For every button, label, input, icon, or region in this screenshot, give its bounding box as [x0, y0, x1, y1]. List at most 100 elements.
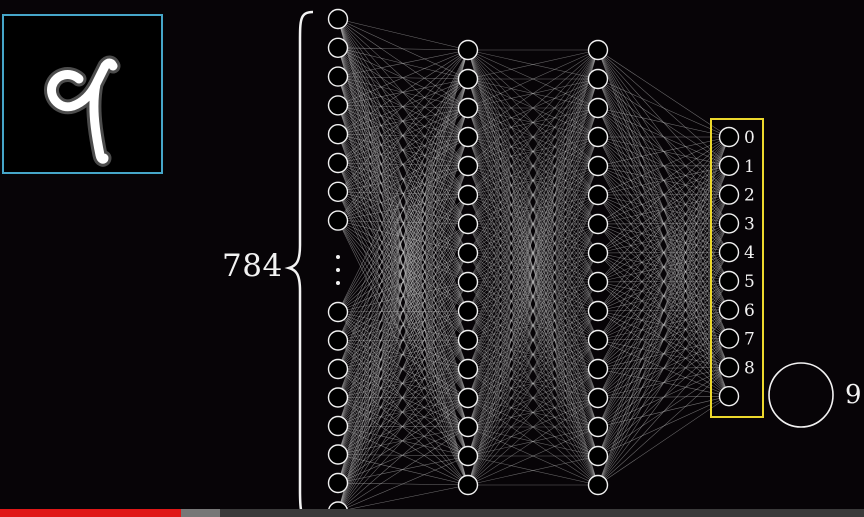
connection-line: [597, 194, 730, 486]
input-neuron: [327, 415, 349, 437]
connection-line: [337, 49, 469, 341]
connection-line: [337, 49, 469, 313]
output-neuron: [718, 155, 740, 177]
connection-line: [467, 49, 599, 399]
hidden-neuron-layer1: [457, 68, 479, 90]
connection-line: [597, 136, 730, 457]
connection-line: [467, 78, 599, 486]
connection-line: [337, 165, 469, 512]
input-neuron: [327, 95, 349, 116]
connection-line: [337, 49, 469, 164]
output-neuron: [718, 299, 740, 320]
hidden-neuron-layer1: [457, 300, 479, 322]
connection-line: [467, 49, 599, 312]
input-neuron: [327, 210, 349, 231]
connection-line: [337, 310, 469, 512]
hidden-neuron-layer1: [457, 271, 479, 293]
connection-line: [337, 49, 469, 398]
connection-line: [467, 49, 599, 341]
hidden-neuron-layer1: [457, 39, 479, 61]
hidden-neuron-layer2: [587, 387, 609, 409]
hidden-neuron-layer2: [587, 39, 609, 61]
connection-line: [597, 136, 730, 167]
connection-line: [467, 252, 599, 486]
connection-line: [467, 49, 599, 109]
output-neuron: [718, 270, 740, 292]
hidden-neuron-layer1: [457, 358, 479, 380]
connection-line: [337, 484, 469, 512]
connection-line: [337, 18, 469, 51]
input-neuron: [327, 330, 349, 351]
connection-line: [337, 339, 469, 512]
output-labels: 0 1 2 3 4 5 6 7 8: [744, 128, 755, 378]
connection-line: [597, 136, 730, 312]
input-neuron: [327, 66, 349, 87]
output-neuron: [718, 241, 740, 263]
hidden-neuron-layer2: [587, 126, 609, 148]
connection-line: [467, 49, 599, 370]
hidden-neuron-layer2: [587, 271, 609, 293]
input-neuron: [327, 444, 349, 465]
input-neuron: [327, 358, 349, 380]
input-neuron: [327, 387, 349, 408]
output-label-2: 2: [744, 186, 755, 206]
connection-line: [597, 136, 730, 225]
hidden-neuron-layer2: [587, 445, 609, 467]
connection-line: [597, 136, 730, 341]
output-label-7: 7: [744, 330, 755, 350]
output-neuron: [718, 328, 740, 349]
connection-line: [597, 136, 730, 283]
connection-line: [337, 49, 469, 484]
connection-line: [467, 49, 599, 80]
connection-line: [597, 49, 730, 138]
connection-line: [467, 397, 599, 486]
input-neuron: [327, 8, 349, 30]
input-neuron: [327, 181, 349, 203]
output-label-8: 8: [744, 358, 755, 378]
hidden-neuron-layer1: [457, 242, 479, 264]
connection-line: [467, 49, 599, 167]
connection-line: [467, 49, 599, 457]
connection-line: [337, 252, 469, 512]
connection-line: [597, 136, 730, 370]
input-layer-ellipsis: [336, 255, 340, 285]
connection-line: [467, 136, 599, 486]
input-neuron: [327, 472, 349, 494]
connection-lines: [337, 18, 730, 512]
connection-line: [467, 223, 599, 486]
connection-line: [467, 49, 599, 138]
connection-line: [467, 49, 599, 428]
connection-line: [337, 78, 469, 512]
connection-line: [337, 107, 469, 512]
progress-played: [0, 509, 182, 517]
input-count-label: 784: [222, 248, 283, 284]
connection-line: [337, 49, 469, 427]
hidden-neuron-layer1: [457, 474, 479, 496]
hidden-neuron-layer2: [587, 329, 609, 351]
video-progress-bar[interactable]: [0, 509, 864, 517]
connection-line: [597, 136, 730, 486]
connection-line: [467, 194, 599, 486]
connection-line: [467, 426, 599, 486]
output-label-6: 6: [744, 301, 755, 321]
connection-line: [467, 310, 599, 486]
hidden-neuron-layer1: [457, 416, 479, 438]
hidden-neuron-layer2: [587, 242, 609, 264]
hidden-neuron-layer1: [457, 213, 479, 235]
connection-line: [337, 49, 469, 77]
connection-line: [467, 49, 599, 486]
connection-line: [337, 281, 469, 512]
connection-line: [597, 136, 730, 428]
connection-line: [597, 252, 730, 486]
connection-line: [467, 49, 599, 254]
prediction-circle: [768, 362, 834, 428]
input-image-panel: [2, 14, 163, 174]
connection-line: [337, 49, 469, 370]
connection-line: [597, 107, 730, 138]
connection-line: [467, 368, 599, 486]
connection-line: [337, 397, 469, 512]
output-label-1: 1: [744, 157, 755, 177]
connection-line: [467, 165, 599, 486]
hidden-neuron-layer2: [587, 97, 609, 119]
